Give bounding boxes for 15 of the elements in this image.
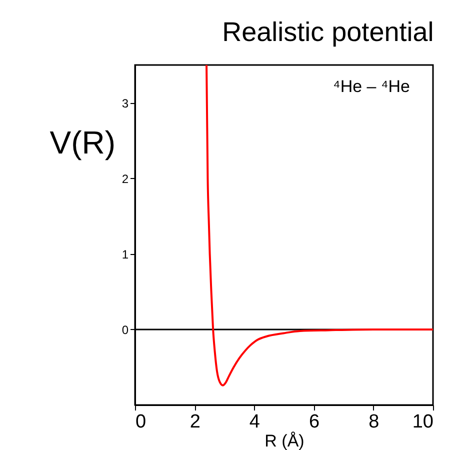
x-tick-label: 8 [368,412,380,432]
x-tick-label: 0 [136,412,146,432]
y-tick-label: 3 [122,96,129,110]
line-series [206,65,433,386]
x-tick-label: 6 [309,412,320,432]
chart-title: Realistic potential [222,17,434,47]
y-tick-label: 1 [122,247,129,262]
y-tick-label: 2 [122,172,129,186]
x-axis-title: R (Å) [264,432,304,450]
x-tick-label: 4 [249,412,260,432]
annotation: ⁴He – ⁴He [333,77,410,96]
y-tick-label: 0 [122,322,129,337]
x-tick-label: 2 [190,412,200,432]
x-tick-label: 10 [412,412,434,432]
y-axis-title: V(R) [50,124,116,160]
